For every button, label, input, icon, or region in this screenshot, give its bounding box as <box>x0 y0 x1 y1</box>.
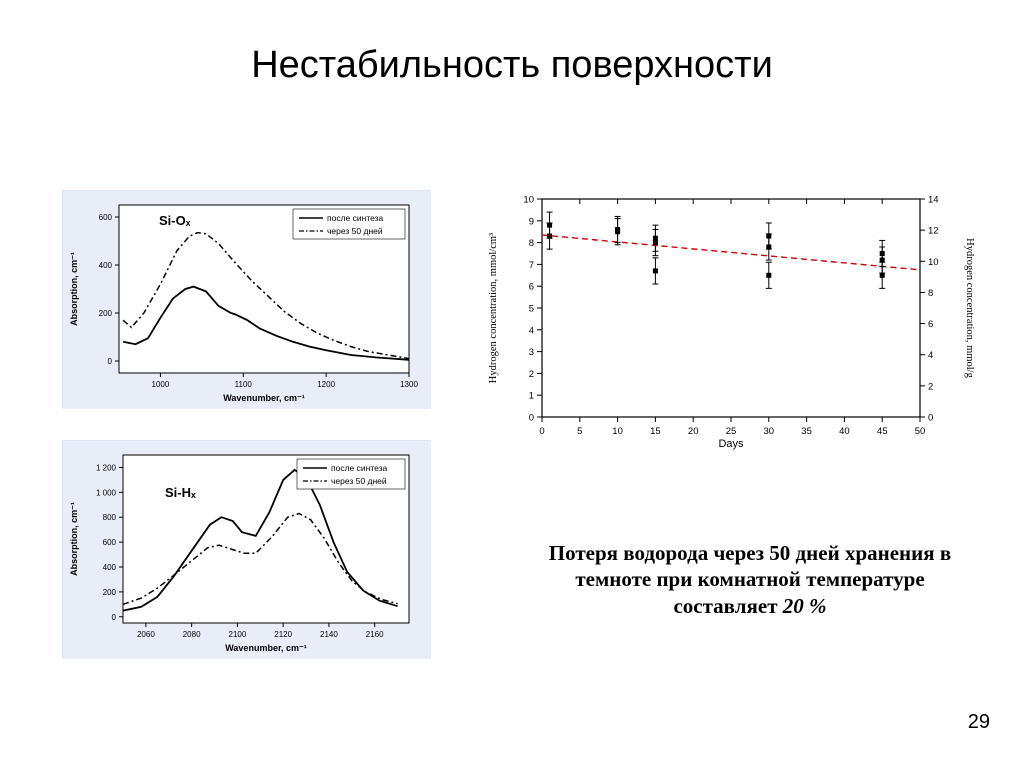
svg-text:1100: 1100 <box>235 380 253 389</box>
left-bottom-xlabel: Wavenumber, cm⁻¹ <box>225 643 306 653</box>
svg-text:3: 3 <box>529 347 534 358</box>
legend-solid: после синтеза <box>327 213 384 223</box>
svg-text:2100: 2100 <box>229 630 247 639</box>
svg-text:6: 6 <box>529 282 534 293</box>
svg-text:12: 12 <box>928 226 939 237</box>
legend-dash-b: через 50 дней <box>331 476 387 486</box>
svg-text:15: 15 <box>650 426 661 437</box>
svg-text:1: 1 <box>529 391 534 402</box>
svg-text:40: 40 <box>839 426 850 437</box>
svg-text:1300: 1300 <box>400 380 418 389</box>
svg-text:10: 10 <box>612 426 623 437</box>
svg-text:600: 600 <box>99 213 113 222</box>
svg-text:7: 7 <box>529 260 534 271</box>
svg-text:10: 10 <box>523 195 534 206</box>
left-bottom-svg: 0 200 400 600 800 1 000 1 200 2060 2080 2100 2120… <box>63 441 431 659</box>
svg-text:0: 0 <box>529 413 534 424</box>
svg-text:8: 8 <box>529 238 534 249</box>
svg-text:30: 30 <box>764 426 775 437</box>
svg-text:2160: 2160 <box>366 630 384 639</box>
scatter-xlabel: Days <box>718 438 744 450</box>
caption: Потеря водорода через 50 дней хранения в… <box>530 540 970 619</box>
page-title: Нестабильность поверхности <box>0 44 1024 87</box>
svg-text:400: 400 <box>99 261 113 270</box>
svg-text:4: 4 <box>529 325 534 336</box>
svg-text:6: 6 <box>928 319 933 330</box>
svg-text:50: 50 <box>915 426 926 437</box>
svg-text:2: 2 <box>928 381 933 392</box>
svg-text:1200: 1200 <box>317 380 335 389</box>
svg-text:2120: 2120 <box>274 630 292 639</box>
caption-text: Потеря водорода через 50 дней хранения в… <box>549 541 951 618</box>
svg-text:800: 800 <box>103 513 117 522</box>
svg-text:0: 0 <box>112 613 117 622</box>
page-number: 29 <box>968 711 990 734</box>
svg-text:1 200: 1 200 <box>96 463 117 472</box>
svg-text:0: 0 <box>539 426 544 437</box>
svg-text:9: 9 <box>529 216 534 227</box>
svg-text:600: 600 <box>103 538 117 547</box>
chart-left-top: 0 200 400 600 1000 1100 1200 1300 Si-Oₓ после … <box>62 190 430 408</box>
svg-text:400: 400 <box>103 563 117 572</box>
svg-text:4: 4 <box>928 350 933 361</box>
left-bottom-inlabel: Si-Hₓ <box>165 485 196 500</box>
svg-text:5: 5 <box>529 304 534 315</box>
scatter-y1label: Hydrogen concentration, mmol/cm³ <box>488 233 499 383</box>
scatter-y2label: Hydrogen concentration, mmol/g <box>964 238 975 378</box>
svg-text:45: 45 <box>877 426 888 437</box>
svg-text:2080: 2080 <box>183 630 201 639</box>
svg-text:200: 200 <box>103 588 117 597</box>
left-bottom-ylabel: Absorption, cm⁻¹ <box>69 502 79 576</box>
svg-text:35: 35 <box>801 426 812 437</box>
svg-text:2: 2 <box>529 369 534 380</box>
svg-text:1 000: 1 000 <box>96 488 117 497</box>
svg-text:5: 5 <box>577 426 582 437</box>
left-top-xlabel: Wavenumber, cm⁻¹ <box>223 393 304 403</box>
svg-text:0: 0 <box>108 357 113 366</box>
svg-text:8: 8 <box>928 288 933 299</box>
svg-text:1000: 1000 <box>152 380 170 389</box>
svg-text:2060: 2060 <box>137 630 155 639</box>
svg-text:2140: 2140 <box>320 630 338 639</box>
svg-text:200: 200 <box>99 309 113 318</box>
svg-text:25: 25 <box>726 426 737 437</box>
left-top-svg: 0 200 400 600 1000 1100 1200 1300 Si-Oₓ после … <box>63 191 431 409</box>
legend-dash: через 50 дней <box>327 226 383 236</box>
scatter-svg: 05101520253035404550 012345678910 024681… <box>480 185 980 455</box>
svg-text:0: 0 <box>928 413 933 424</box>
svg-text:14: 14 <box>928 195 939 206</box>
chart-left-bottom: 0 200 400 600 800 1 000 1 200 2060 2080 2100 2120… <box>62 440 430 658</box>
scatter-chart: 05101520253035404550 012345678910 024681… <box>480 185 980 455</box>
svg-text:10: 10 <box>928 257 939 268</box>
svg-text:20: 20 <box>688 426 699 437</box>
left-top-ylabel: Absorption, cm⁻¹ <box>69 252 79 326</box>
legend-solid-b: после синтеза <box>331 463 388 473</box>
left-top-inlabel: Si-Oₓ <box>159 213 191 228</box>
